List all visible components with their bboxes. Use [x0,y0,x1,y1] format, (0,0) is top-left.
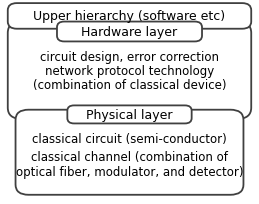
Text: Physical layer: Physical layer [86,108,173,121]
FancyBboxPatch shape [57,22,202,42]
FancyBboxPatch shape [8,4,251,30]
Text: classical circuit (semi-conductor): classical circuit (semi-conductor) [32,132,227,145]
Text: (combination of classical device): (combination of classical device) [33,78,226,91]
Text: network protocol technology: network protocol technology [45,64,214,78]
Text: circuit design, error correction: circuit design, error correction [40,51,219,64]
Text: optical fiber, modulator, and detector): optical fiber, modulator, and detector) [16,165,243,178]
Text: Hardware layer: Hardware layer [81,26,178,39]
Text: Upper hierarchy (software etc): Upper hierarchy (software etc) [33,10,226,23]
FancyBboxPatch shape [16,110,243,195]
Text: classical channel (combination of: classical channel (combination of [31,150,228,163]
FancyBboxPatch shape [8,22,251,119]
FancyBboxPatch shape [67,106,192,124]
